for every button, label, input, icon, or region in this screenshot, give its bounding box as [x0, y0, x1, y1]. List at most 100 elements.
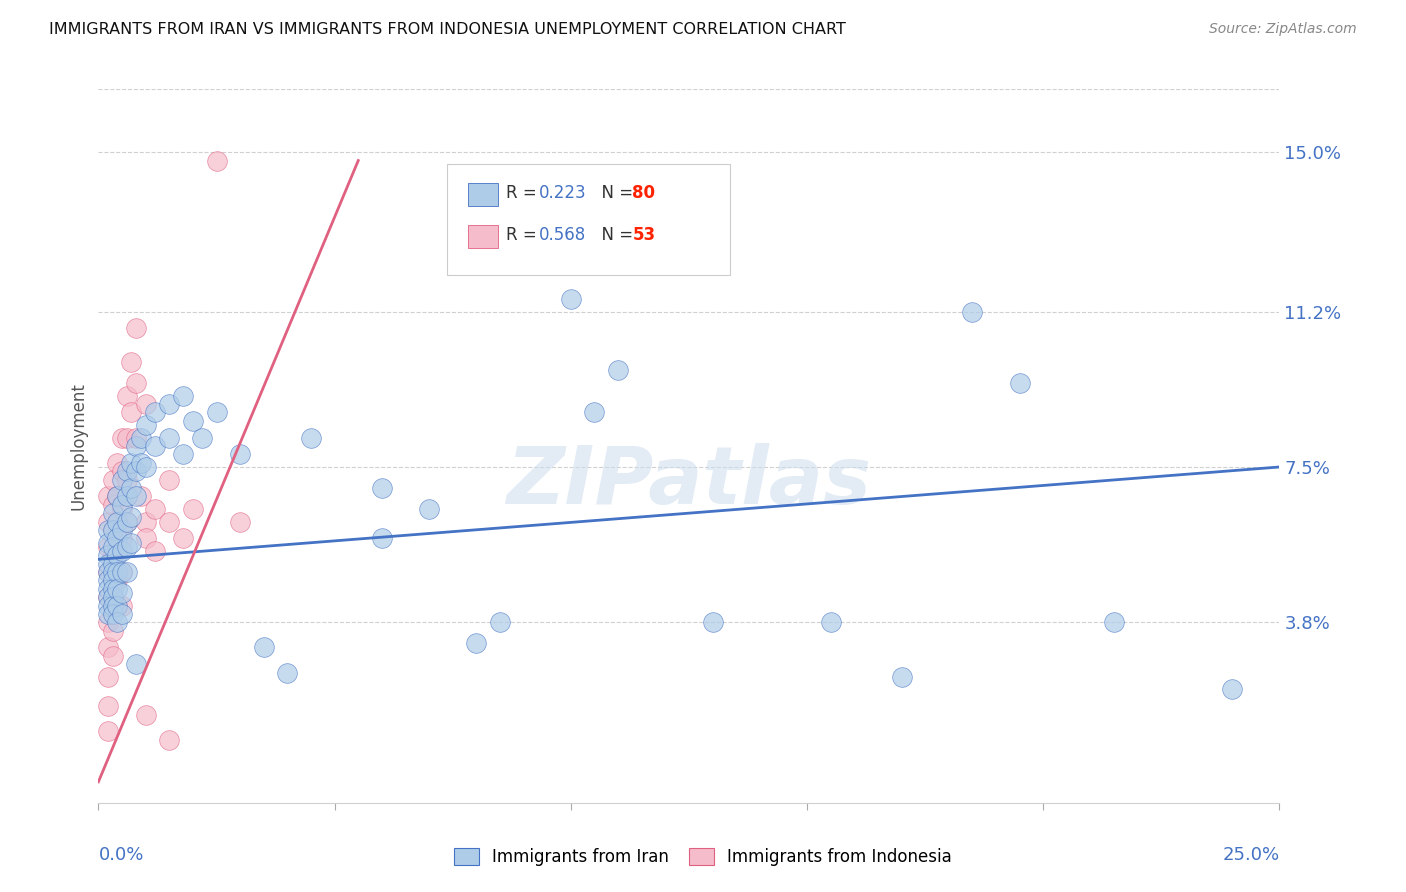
Point: [111, 544, 134, 558]
Point: [97, 565, 120, 579]
Point: [97, 565, 120, 579]
Legend: Immigrants from Iran, Immigrants from Indonesia: Immigrants from Iran, Immigrants from In…: [446, 840, 960, 875]
FancyBboxPatch shape: [447, 164, 730, 275]
Point: [101, 624, 124, 638]
Point: [105, 489, 128, 503]
Point: [129, 489, 152, 503]
Point: [121, 405, 143, 419]
Point: [583, 405, 606, 419]
Point: [97, 615, 120, 630]
Text: ZIPatlas: ZIPatlas: [506, 442, 872, 521]
Point: [143, 405, 166, 419]
Point: [181, 502, 204, 516]
Point: [115, 473, 138, 487]
Point: [105, 489, 128, 503]
Point: [121, 355, 143, 369]
Point: [105, 574, 128, 588]
Point: [205, 405, 228, 419]
Text: IMMIGRANTS FROM IRAN VS IMMIGRANTS FROM INDONESIA UNEMPLOYMENT CORRELATION CHART: IMMIGRANTS FROM IRAN VS IMMIGRANTS FROM …: [49, 22, 846, 37]
Point: [105, 544, 128, 558]
Bar: [468, 226, 498, 248]
Point: [115, 515, 138, 529]
Point: [105, 599, 128, 613]
Point: [253, 640, 276, 655]
Text: Source: ZipAtlas.com: Source: ZipAtlas.com: [1209, 22, 1357, 37]
Point: [101, 548, 124, 562]
Point: [111, 532, 134, 546]
Point: [157, 397, 180, 411]
Point: [105, 515, 128, 529]
Point: [101, 574, 124, 588]
Point: [101, 498, 124, 512]
Text: 0.0%: 0.0%: [98, 846, 143, 863]
Point: [111, 599, 134, 613]
Point: [229, 515, 252, 529]
Point: [418, 502, 440, 516]
Point: [111, 586, 134, 600]
Point: [125, 431, 148, 445]
Point: [101, 648, 124, 663]
Point: [121, 481, 143, 495]
Point: [105, 456, 128, 470]
Point: [101, 582, 124, 596]
Point: [97, 599, 120, 613]
Text: R =: R =: [506, 184, 541, 202]
Point: [105, 515, 128, 529]
Text: N =: N =: [591, 227, 638, 244]
Point: [101, 557, 124, 571]
Point: [1220, 682, 1243, 697]
Point: [157, 732, 180, 747]
Text: 0.568: 0.568: [538, 227, 586, 244]
Point: [101, 599, 124, 613]
Point: [97, 535, 120, 549]
Point: [205, 153, 228, 168]
Point: [101, 540, 124, 554]
Point: [125, 657, 148, 672]
Point: [143, 502, 166, 516]
Point: [101, 506, 124, 520]
Point: [97, 557, 120, 571]
Text: R =: R =: [506, 227, 541, 244]
Point: [105, 599, 128, 613]
Point: [172, 447, 194, 461]
Point: [560, 292, 582, 306]
Point: [97, 582, 120, 596]
Point: [191, 431, 214, 445]
Point: [105, 532, 128, 546]
Point: [135, 515, 157, 529]
Point: [135, 417, 157, 432]
Point: [172, 532, 194, 546]
Point: [125, 376, 148, 390]
Point: [101, 565, 124, 579]
Point: [111, 607, 134, 621]
Text: 80: 80: [633, 184, 655, 202]
Point: [101, 523, 124, 537]
Point: [157, 431, 180, 445]
Point: [181, 414, 204, 428]
Point: [489, 615, 512, 630]
Point: [371, 481, 394, 495]
Point: [172, 389, 194, 403]
Point: [105, 582, 128, 596]
Point: [111, 565, 134, 579]
Point: [276, 665, 298, 680]
Point: [97, 640, 120, 655]
Point: [105, 548, 128, 562]
Point: [97, 607, 120, 621]
Point: [121, 535, 143, 549]
Point: [111, 523, 134, 537]
Point: [125, 439, 148, 453]
Point: [105, 565, 128, 579]
Point: [115, 389, 138, 403]
Point: [101, 599, 124, 613]
Point: [97, 489, 120, 503]
Point: [702, 615, 724, 630]
Text: 0.223: 0.223: [538, 184, 586, 202]
Y-axis label: Unemployment: Unemployment: [69, 382, 87, 510]
Point: [111, 498, 134, 512]
Point: [1102, 615, 1125, 630]
Point: [101, 607, 124, 621]
Point: [820, 615, 842, 630]
Point: [115, 565, 138, 579]
Point: [105, 615, 128, 630]
